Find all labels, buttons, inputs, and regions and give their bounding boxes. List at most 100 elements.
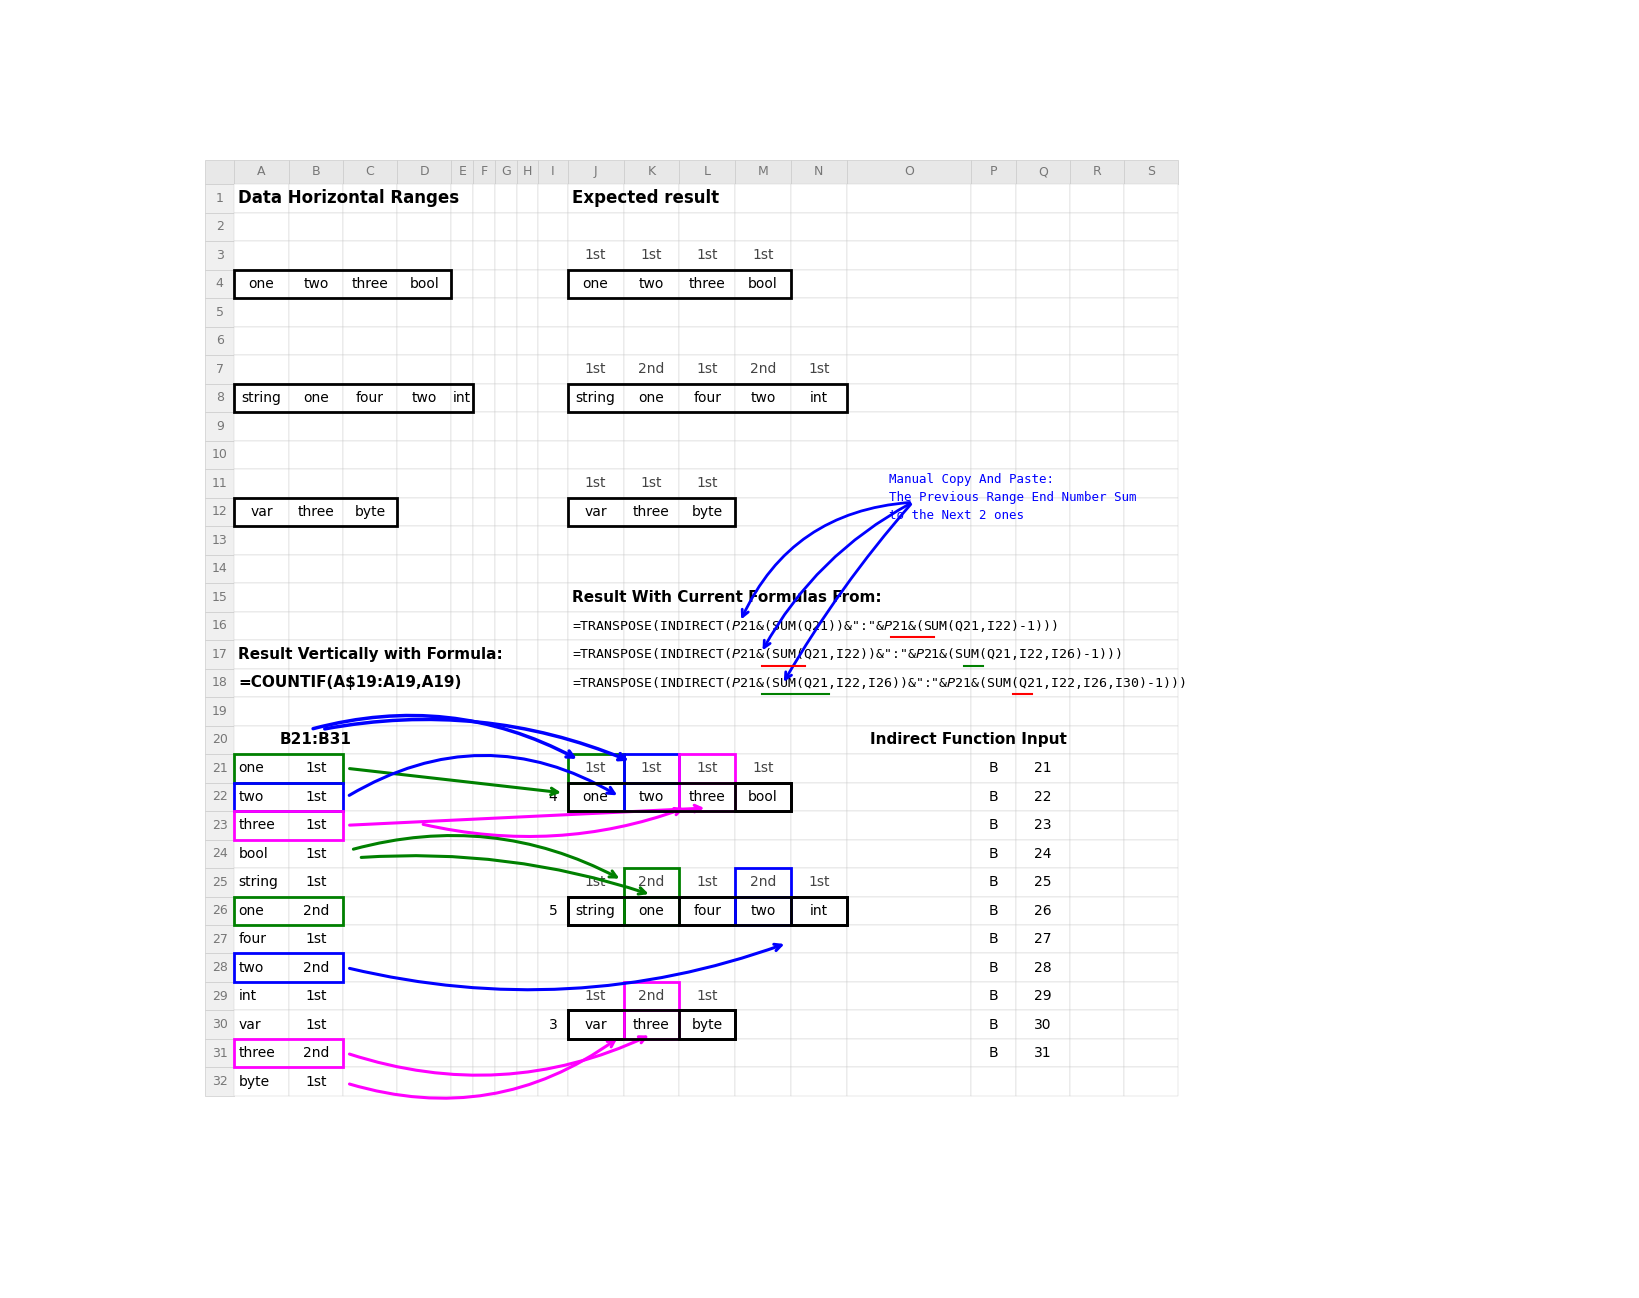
Text: string: string <box>241 391 282 405</box>
Bar <box>474 783 495 811</box>
Bar <box>734 668 790 697</box>
Bar <box>970 469 1015 497</box>
Bar <box>516 327 538 356</box>
Bar <box>567 697 623 726</box>
Bar <box>567 783 623 811</box>
Bar <box>970 327 1015 356</box>
Bar <box>288 160 343 184</box>
Bar <box>790 356 846 384</box>
Bar <box>1015 611 1069 640</box>
Bar <box>1015 554 1069 583</box>
Text: 1st: 1st <box>641 762 662 775</box>
Text: Result With Current Formulas From:: Result With Current Formulas From: <box>572 589 880 605</box>
Bar <box>790 897 846 925</box>
Bar <box>538 270 567 299</box>
Bar <box>846 897 970 925</box>
Bar <box>679 299 734 327</box>
Bar <box>451 469 474 497</box>
Text: 5: 5 <box>216 306 223 319</box>
Bar <box>970 726 1015 754</box>
Bar <box>451 440 474 469</box>
Bar <box>1015 327 1069 356</box>
Bar <box>234 497 288 526</box>
Bar <box>234 954 343 983</box>
Text: 30: 30 <box>211 1018 228 1031</box>
Bar <box>1015 299 1069 327</box>
Text: byte: byte <box>354 505 385 519</box>
Text: 11: 11 <box>211 476 228 489</box>
Bar <box>205 469 234 497</box>
Bar <box>451 270 474 299</box>
Bar <box>567 925 623 954</box>
Bar <box>1069 840 1123 868</box>
Bar <box>1015 783 1069 811</box>
Bar <box>397 270 451 299</box>
Bar <box>495 184 516 213</box>
Bar <box>343 356 397 384</box>
Bar <box>567 726 623 754</box>
Bar <box>495 241 516 270</box>
Bar <box>679 469 734 497</box>
Bar <box>234 270 288 299</box>
Text: 1st: 1st <box>697 989 718 1003</box>
Bar <box>970 270 1015 299</box>
Bar <box>623 356 679 384</box>
Text: 2nd: 2nd <box>638 989 664 1003</box>
Bar <box>451 954 474 983</box>
Bar <box>538 327 567 356</box>
Bar <box>288 299 343 327</box>
Text: 1st: 1st <box>585 362 606 376</box>
Bar <box>1123 526 1178 554</box>
Text: 14: 14 <box>211 562 228 575</box>
Bar <box>397 697 451 726</box>
Bar <box>790 783 846 811</box>
Bar <box>516 811 538 840</box>
Text: string: string <box>238 875 279 889</box>
Text: three: three <box>633 505 669 519</box>
Bar <box>734 897 790 925</box>
Bar <box>474 469 495 497</box>
Text: 1st: 1st <box>585 989 606 1003</box>
Text: B: B <box>988 989 998 1003</box>
Bar <box>790 840 846 868</box>
Text: 1st: 1st <box>641 476 662 491</box>
Bar <box>679 668 734 697</box>
Bar <box>1015 754 1069 783</box>
Bar <box>1069 954 1123 983</box>
Bar <box>1069 241 1123 270</box>
Bar <box>397 184 451 213</box>
Bar <box>623 1067 679 1096</box>
Bar <box>1123 697 1178 726</box>
Bar <box>790 983 846 1010</box>
Bar <box>343 640 397 668</box>
Bar <box>846 954 970 983</box>
Bar <box>846 868 970 897</box>
Bar <box>205 497 234 526</box>
Bar <box>567 668 623 697</box>
Bar <box>734 811 790 840</box>
Text: B: B <box>311 165 320 178</box>
Text: 4: 4 <box>216 278 223 291</box>
Bar <box>970 413 1015 440</box>
Bar <box>516 160 538 184</box>
Bar <box>734 384 790 413</box>
Bar <box>451 583 474 611</box>
Text: I: I <box>551 165 554 178</box>
Bar <box>288 469 343 497</box>
Bar <box>234 897 288 925</box>
Bar <box>679 554 734 583</box>
Bar <box>397 583 451 611</box>
Bar <box>623 726 679 754</box>
Bar <box>288 726 343 754</box>
Bar <box>567 897 623 925</box>
Text: B21:B31: B21:B31 <box>280 732 351 748</box>
Bar <box>234 327 288 356</box>
Text: 3: 3 <box>549 1018 557 1032</box>
Text: bool: bool <box>747 276 777 291</box>
Bar <box>451 868 474 897</box>
Bar <box>397 160 451 184</box>
Bar <box>970 554 1015 583</box>
Bar <box>623 868 679 897</box>
Text: byte: byte <box>238 1075 269 1089</box>
Bar <box>846 811 970 840</box>
